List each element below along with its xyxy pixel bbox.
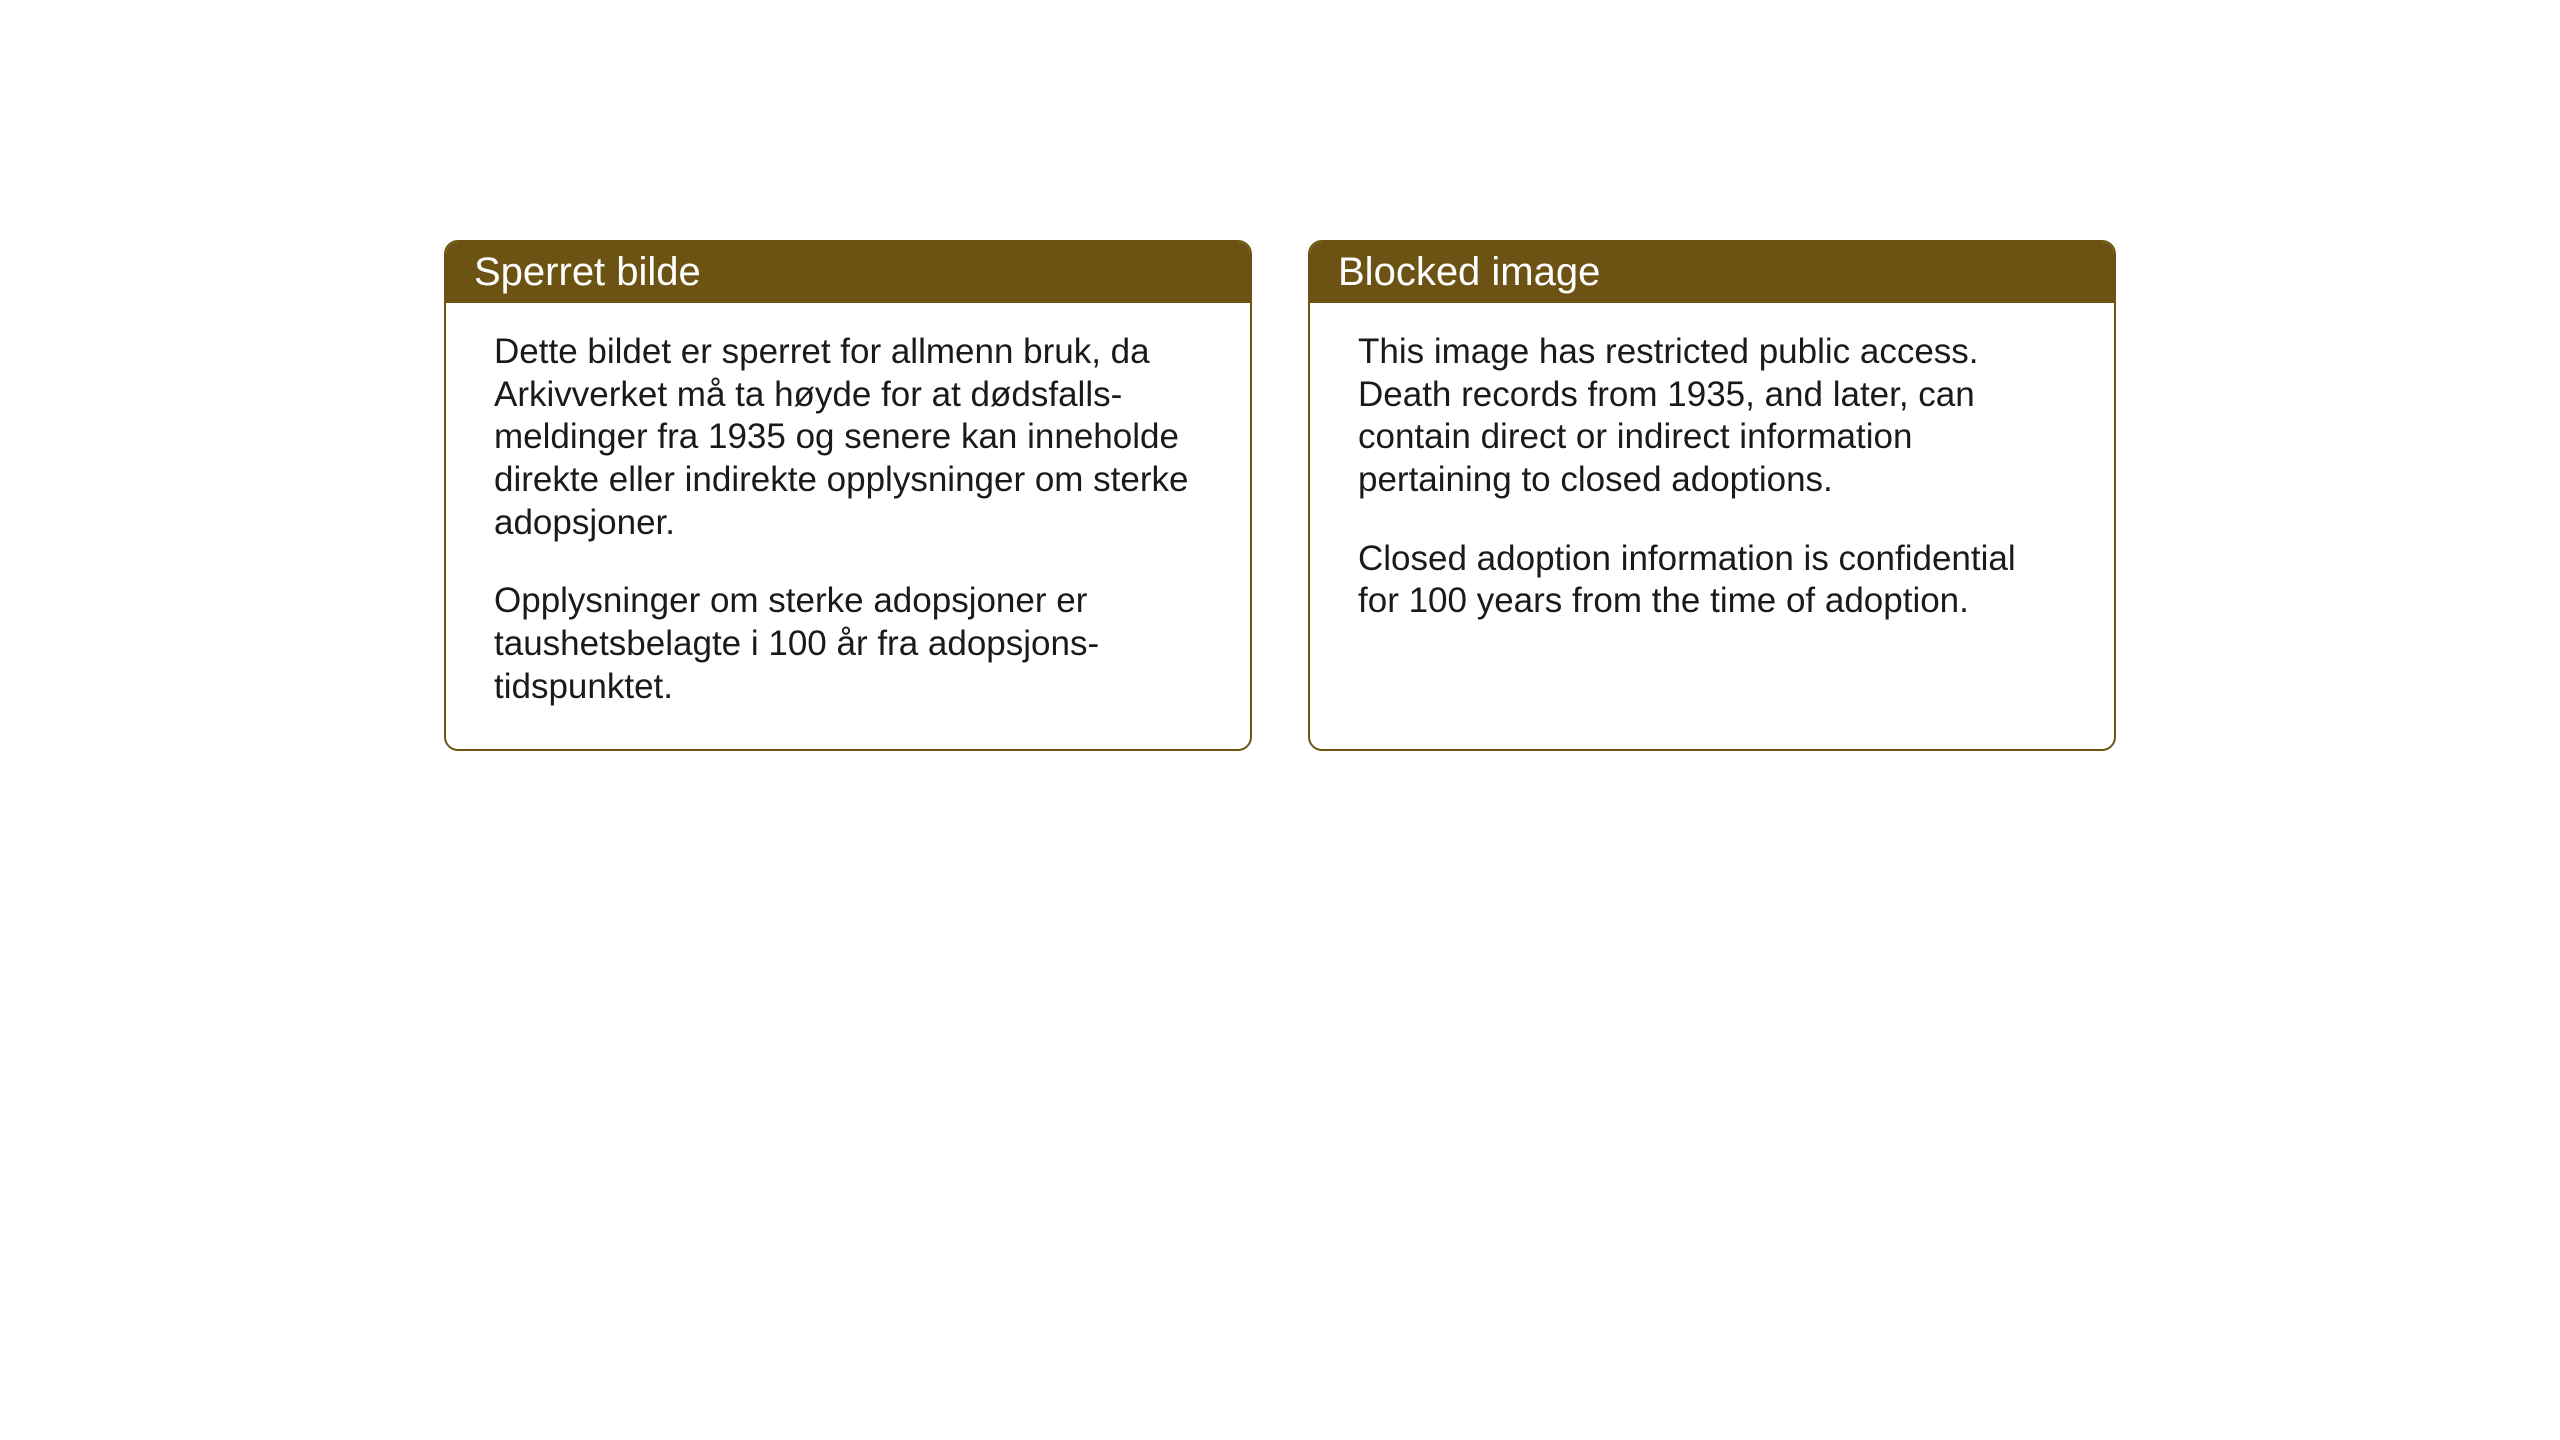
norwegian-notice-body: Dette bildet er sperret for allmenn bruk… xyxy=(446,303,1250,749)
english-notice-body: This image has restricted public access.… xyxy=(1310,303,2114,743)
english-notice-title: Blocked image xyxy=(1310,242,2114,303)
norwegian-paragraph-2: Opplysninger om sterke adopsjoner er tau… xyxy=(494,580,1202,708)
norwegian-notice-title: Sperret bilde xyxy=(446,242,1250,303)
norwegian-paragraph-1: Dette bildet er sperret for allmenn bruk… xyxy=(494,331,1202,544)
english-paragraph-1: This image has restricted public access.… xyxy=(1358,331,2066,502)
norwegian-notice-box: Sperret bilde Dette bildet er sperret fo… xyxy=(444,240,1252,751)
english-notice-box: Blocked image This image has restricted … xyxy=(1308,240,2116,751)
notice-container: Sperret bilde Dette bildet er sperret fo… xyxy=(444,240,2116,751)
english-paragraph-2: Closed adoption information is confident… xyxy=(1358,538,2066,623)
